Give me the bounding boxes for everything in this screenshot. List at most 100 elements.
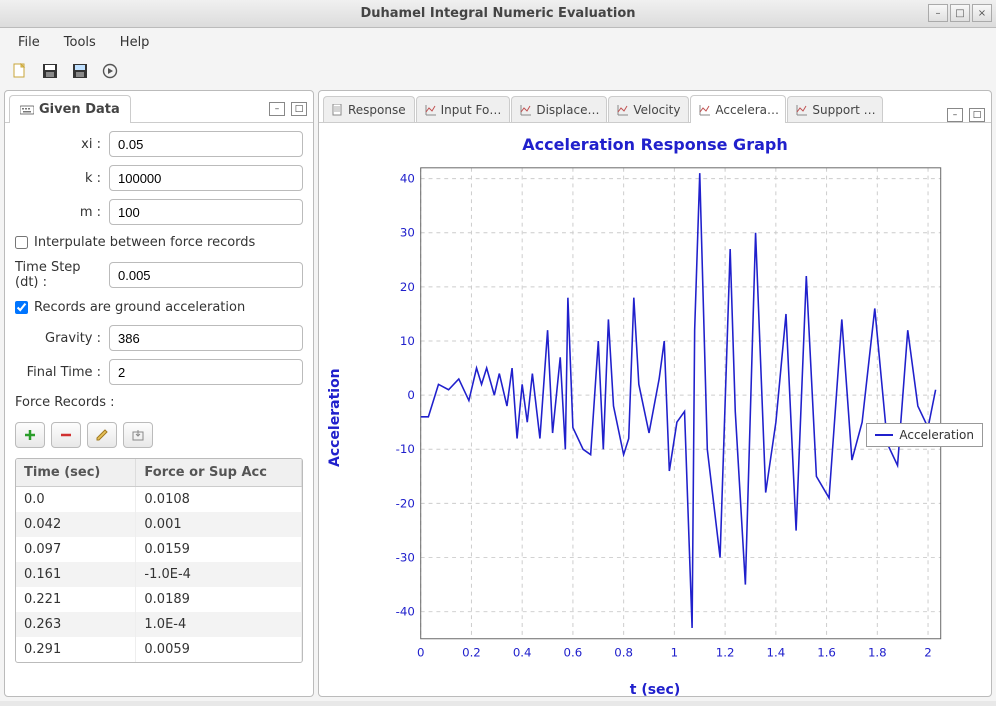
legend-label: Acceleration <box>899 428 974 442</box>
svg-text:0: 0 <box>417 645 425 659</box>
table-cell[interactable]: 1.0E-4 <box>136 612 302 637</box>
graph-panel-maximize-icon[interactable]: □ <box>969 108 985 122</box>
open-icon[interactable] <box>68 59 92 83</box>
table-cell[interactable]: 0.0189 <box>136 587 302 612</box>
svg-text:-10: -10 <box>396 442 415 456</box>
table-cell[interactable]: 0.001 <box>136 512 302 537</box>
svg-text:40: 40 <box>400 172 415 186</box>
table-row[interactable]: 0.2910.0059 <box>16 637 302 662</box>
table-cell[interactable]: 0.0108 <box>136 487 302 513</box>
chart-xlabel: t (sec) <box>327 678 983 698</box>
panel-maximize-icon[interactable]: □ <box>291 102 307 116</box>
table-row[interactable]: 0.0970.0159 <box>16 537 302 562</box>
table-cell[interactable]: 0.042 <box>16 512 136 537</box>
keyboard-icon <box>20 103 34 117</box>
tab-label: Velocity <box>633 103 680 117</box>
chart-icon <box>796 104 808 116</box>
svg-text:-20: -20 <box>396 496 415 510</box>
interpolate-label: Interpulate between force records <box>34 235 255 250</box>
minimize-button[interactable]: – <box>928 4 948 22</box>
gravity-label: Gravity : <box>15 331 101 346</box>
k-input[interactable] <box>109 165 303 191</box>
gravity-input[interactable] <box>109 325 303 351</box>
graph-panel-minimize-icon[interactable]: – <box>947 108 963 122</box>
tab-response[interactable]: Response <box>323 96 415 122</box>
m-label: m : <box>15 205 101 220</box>
tab-label: Input Fo… <box>441 103 502 117</box>
svg-text:10: 10 <box>400 334 415 348</box>
table-row[interactable]: 0.2210.0189 <box>16 587 302 612</box>
edit-record-button[interactable] <box>87 422 117 448</box>
chart-legend: Acceleration <box>866 423 983 447</box>
tab-inputfo[interactable]: Input Fo… <box>416 96 511 122</box>
force-records-label: Force Records : <box>15 393 303 412</box>
table-row[interactable]: 0.00.0108 <box>16 487 302 513</box>
final-time-label: Final Time : <box>15 365 101 380</box>
m-input[interactable] <box>109 199 303 225</box>
chart-icon <box>699 104 711 116</box>
add-record-button[interactable] <box>15 422 45 448</box>
svg-text:-40: -40 <box>396 605 415 619</box>
tab-label: Response <box>348 103 406 117</box>
table-row[interactable]: 0.2631.0E-4 <box>16 612 302 637</box>
document-icon <box>332 104 344 116</box>
legend-line-icon <box>875 434 893 436</box>
interpolate-checkbox[interactable] <box>15 236 28 249</box>
table-cell[interactable]: 0.221 <box>16 587 136 612</box>
svg-text:1: 1 <box>671 645 679 659</box>
tab-velocity[interactable]: Velocity <box>608 96 689 122</box>
menu-file[interactable]: File <box>8 31 50 54</box>
titlebar: Duhamel Integral Numeric Evaluation – □ … <box>0 0 996 28</box>
maximize-button[interactable]: □ <box>950 4 970 22</box>
table-header[interactable]: Force or Sup Acc <box>136 459 302 487</box>
chart-icon <box>617 104 629 116</box>
table-cell[interactable]: 0.0159 <box>136 537 302 562</box>
chart-title: Acceleration Response Graph <box>327 131 983 158</box>
close-button[interactable]: × <box>972 4 992 22</box>
table-cell[interactable]: 0.161 <box>16 562 136 587</box>
xi-label: xi : <box>15 137 101 152</box>
tab-accelera[interactable]: Accelera… <box>690 95 786 123</box>
table-cell[interactable]: 0.263 <box>16 612 136 637</box>
svg-text:30: 30 <box>400 226 415 240</box>
svg-text:1.4: 1.4 <box>766 645 785 659</box>
svg-text:0: 0 <box>407 388 415 402</box>
svg-text:-30: -30 <box>396 550 415 564</box>
tab-support[interactable]: Support … <box>787 96 883 122</box>
svg-text:0.8: 0.8 <box>614 645 633 659</box>
svg-text:0.4: 0.4 <box>513 645 532 659</box>
run-icon[interactable] <box>98 59 122 83</box>
table-cell[interactable]: 0.291 <box>16 637 136 662</box>
table-header[interactable]: Time (sec) <box>16 459 136 487</box>
save-icon[interactable] <box>38 59 62 83</box>
table-cell[interactable]: 0.0 <box>16 487 136 513</box>
tab-label: Displace… <box>536 103 599 117</box>
svg-text:1.8: 1.8 <box>868 645 887 659</box>
new-icon[interactable] <box>8 59 32 83</box>
table-cell[interactable]: -1.0E-4 <box>136 562 302 587</box>
tab-label: Accelera… <box>715 103 779 117</box>
final-time-input[interactable] <box>109 359 303 385</box>
table-row[interactable]: 0.0420.001 <box>16 512 302 537</box>
tab-given-data-label: Given Data <box>39 102 120 117</box>
svg-text:2: 2 <box>924 645 932 659</box>
tab-given-data[interactable]: Given Data <box>9 95 131 123</box>
dt-input[interactable] <box>109 262 303 288</box>
table-cell[interactable]: 0.0059 <box>136 637 302 662</box>
menu-tools[interactable]: Tools <box>54 31 106 54</box>
table-row[interactable]: 0.161-1.0E-4 <box>16 562 302 587</box>
menu-help[interactable]: Help <box>110 31 160 54</box>
import-record-button[interactable] <box>123 422 153 448</box>
force-records-table[interactable]: Time (sec)Force or Sup Acc 0.00.01080.04… <box>16 459 302 662</box>
toolbar <box>0 56 996 86</box>
table-cell[interactable]: 0.097 <box>16 537 136 562</box>
ground-accel-checkbox[interactable] <box>15 301 28 314</box>
remove-record-button[interactable] <box>51 422 81 448</box>
panel-minimize-icon[interactable]: – <box>269 102 285 116</box>
tab-label: Support … <box>812 103 875 117</box>
dt-label: Time Step (dt) : <box>15 260 101 290</box>
xi-input[interactable] <box>109 131 303 157</box>
chart-icon <box>425 104 437 116</box>
window-title: Duhamel Integral Numeric Evaluation <box>360 6 635 21</box>
tab-displace[interactable]: Displace… <box>511 96 607 122</box>
